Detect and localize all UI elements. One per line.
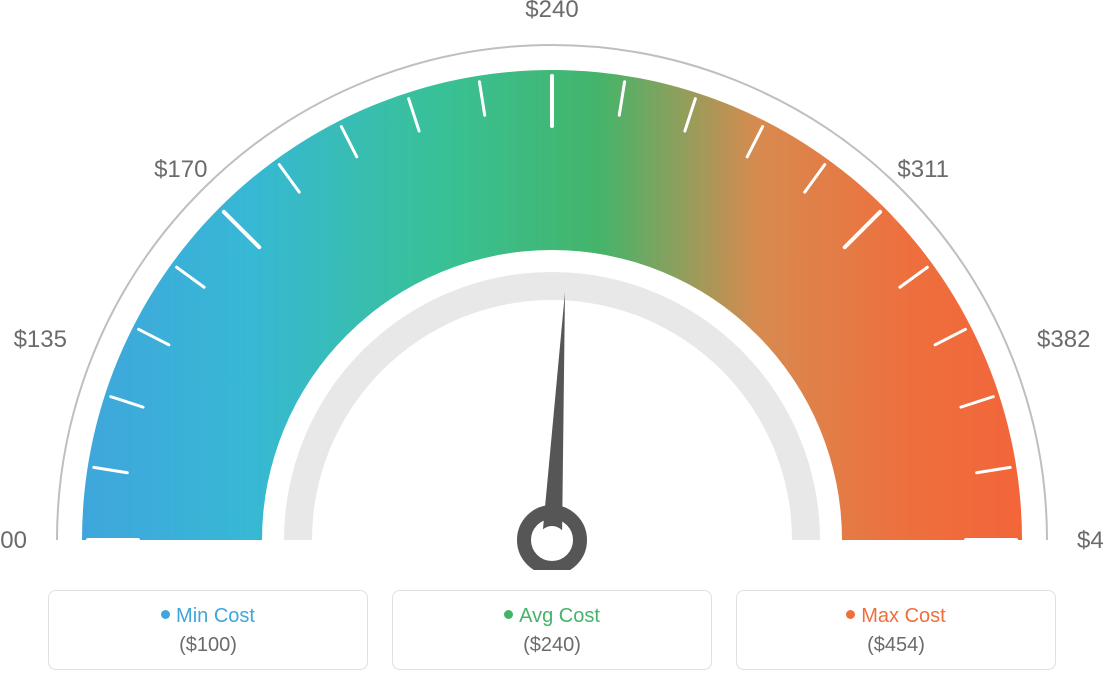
legend-label-max: Max Cost [861,605,945,627]
svg-text:$170: $170 [154,156,207,183]
legend-title-max: Max Cost [747,605,1045,628]
legend-title-avg: Avg Cost [403,605,701,628]
svg-text:$135: $135 [14,326,67,353]
legend-card-min: Min Cost ($100) [48,590,368,670]
legend-row: Min Cost ($100) Avg Cost ($240) Max Cost… [0,590,1104,670]
dot-icon [846,610,855,619]
svg-text:$311: $311 [897,156,949,183]
dot-icon [161,610,170,619]
gauge-svg: $100 $135 $170 $240 $311 $382 $454 [0,0,1104,570]
legend-value-max: ($454) [747,634,1045,657]
svg-text:$100: $100 [0,527,27,554]
legend-value-min: ($100) [59,634,357,657]
svg-text:$382: $382 [1037,326,1090,353]
svg-text:$240: $240 [525,0,578,23]
dot-icon [504,610,513,619]
legend-title-min: Min Cost [59,605,357,628]
legend-card-max: Max Cost ($454) [736,590,1056,670]
cost-gauge: $100 $135 $170 $240 $311 $382 $454 [0,0,1104,570]
legend-label-min: Min Cost [176,605,255,627]
legend-value-avg: ($240) [403,634,701,657]
svg-text:$454: $454 [1077,527,1104,554]
legend-card-avg: Avg Cost ($240) [392,590,712,670]
legend-label-avg: Avg Cost [519,605,600,627]
